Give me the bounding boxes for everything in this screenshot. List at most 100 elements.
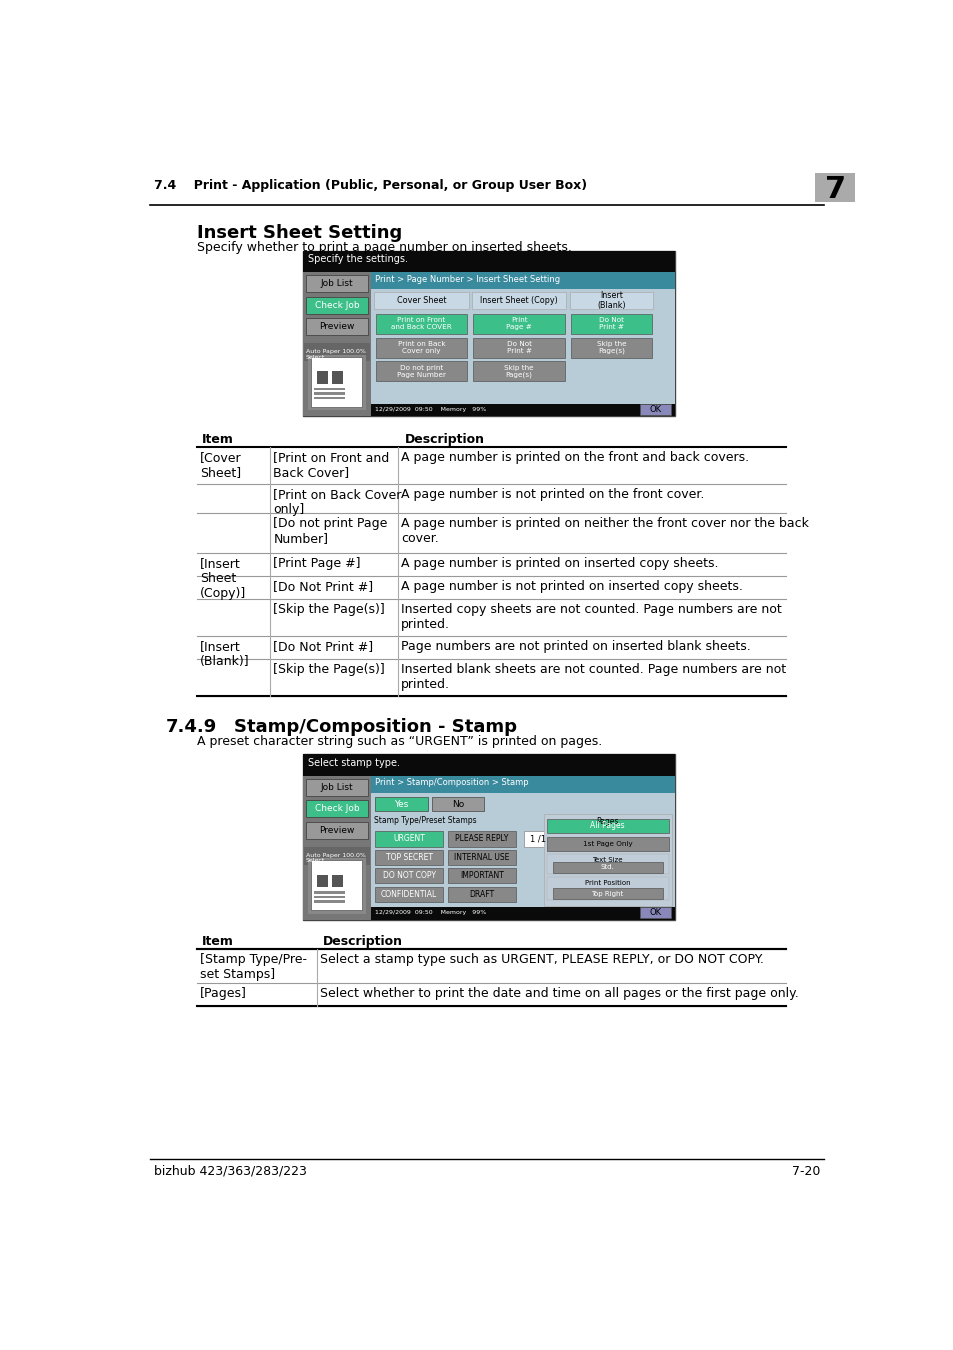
Bar [304,343,370,362]
Bar [543,814,671,906]
Bar [473,313,564,333]
Text: Print
Page #: Print Page # [506,317,532,331]
Bar [375,798,427,811]
Bar [546,837,668,850]
Text: Select whether to print the date and time on all pages or the first page only.: Select whether to print the date and tim… [319,987,798,999]
Text: 7-20: 7-20 [791,1165,820,1177]
Bar [303,755,674,919]
Text: Preview: Preview [319,826,355,834]
Bar [473,338,564,358]
Bar [304,846,370,865]
Text: A page number is not printed on inserted copy sheets.: A page number is not printed on inserted… [401,580,742,593]
Text: Insert
(Blank): Insert (Blank) [597,290,625,310]
Text: [Stamp Type/Pre-
set Stamps]: [Stamp Type/Pre- set Stamps] [199,953,307,981]
Bar [375,832,443,846]
Bar [306,801,368,817]
Text: Select stamp type.: Select stamp type. [307,757,399,768]
Text: URGENT: URGENT [393,834,425,844]
Text: Description: Description [323,936,403,948]
Text: All Pages: All Pages [590,821,624,830]
Text: A page number is printed on inserted copy sheets.: A page number is printed on inserted cop… [401,558,719,570]
Bar [306,822,368,838]
Text: Select a stamp type such as URGENT, PLEASE REPLY, or DO NOT COPY.: Select a stamp type such as URGENT, PLEA… [319,953,763,965]
Bar [307,859,366,914]
Bar [473,362,564,382]
Text: Job List: Job List [320,279,353,288]
Text: Print Position: Print Position [584,880,630,887]
Text: [Insert
Sheet
(Copy)]: [Insert Sheet (Copy)] [199,558,246,599]
Text: Description: Description [404,433,484,446]
Bar [447,887,516,902]
Text: 7: 7 [824,176,845,204]
Text: Print on Back
Cover only: Print on Back Cover only [397,342,445,354]
Bar [639,907,670,918]
Bar [447,849,516,865]
Bar [314,891,344,894]
Bar [431,798,484,811]
Text: Page numbers are not printed on inserted blank sheets.: Page numbers are not printed on inserted… [401,640,750,653]
Bar [371,907,674,919]
Text: Auto Paper 100.0%
Select: Auto Paper 100.0% Select [306,853,366,864]
Bar [306,275,368,292]
Bar [374,292,468,309]
Bar [546,878,668,900]
Bar [314,393,344,394]
Text: bizhub 423/363/283/223: bizhub 423/363/283/223 [154,1165,307,1177]
Text: A page number is printed on neither the front cover nor the back
cover.: A page number is printed on neither the … [401,517,808,545]
Bar [314,387,344,390]
Bar [306,297,368,313]
Bar [375,849,443,865]
Bar [332,875,343,887]
Text: Do Not
Print #: Do Not Print # [598,317,623,331]
Bar [316,371,328,383]
Bar [472,292,566,309]
Bar [306,779,368,795]
Text: Specify whether to print a page number on inserted sheets.: Specify whether to print a page number o… [196,240,571,254]
Text: 7.4    Print - Application (Public, Personal, or Group User Box): 7.4 Print - Application (Public, Persona… [154,180,587,192]
Text: Do Not
Print #: Do Not Print # [506,342,531,354]
Text: OK: OK [649,405,661,413]
Text: [Do Not Print #]: [Do Not Print #] [274,580,374,593]
Text: Job List: Job List [320,783,353,791]
Text: Print on Front
and Back COVER: Print on Front and Back COVER [391,317,452,331]
Text: Specify the settings.: Specify the settings. [307,254,407,265]
Text: Item: Item [201,433,233,446]
Text: Auto Paper 100.0%
Select: Auto Paper 100.0% Select [306,350,366,360]
Text: 12/29/2009  09:50    Memory   99%: 12/29/2009 09:50 Memory 99% [375,910,486,915]
Text: 7.4.9: 7.4.9 [166,718,216,736]
Text: 1 /1: 1 /1 [529,834,545,844]
Text: INTERNAL USE: INTERNAL USE [454,853,509,861]
Text: A preset character string such as “URGENT” is printed on pages.: A preset character string such as “URGEN… [196,734,601,748]
Text: 12/29/2009  09:50    Memory   99%: 12/29/2009 09:50 Memory 99% [375,406,486,412]
Text: Insert Sheet Setting: Insert Sheet Setting [196,224,401,242]
Bar [311,860,361,910]
Bar [546,819,668,833]
Text: CONFIDENTIAL: CONFIDENTIAL [380,890,436,899]
Bar [303,251,674,273]
Text: Cover Sheet: Cover Sheet [396,296,446,305]
Text: 1st Page Only: 1st Page Only [582,841,632,848]
Text: A page number is printed on the front and back covers.: A page number is printed on the front an… [401,451,749,464]
Text: [Print on Back Cover
only]: [Print on Back Cover only] [274,487,401,516]
Text: Stamp/Composition - Stamp: Stamp/Composition - Stamp [233,718,517,736]
Bar [523,832,551,846]
Text: Inserted blank sheets are not counted. Page numbers are not
printed.: Inserted blank sheets are not counted. P… [401,663,785,691]
Text: Pages: Pages [596,817,618,826]
Text: TOP SECRET: TOP SECRET [385,853,432,861]
Bar [371,273,674,289]
Bar [306,319,368,335]
Text: Top Right: Top Right [591,891,623,896]
Text: Yes: Yes [394,799,408,809]
Text: Stamp Type/Preset Stamps: Stamp Type/Preset Stamps [374,815,476,825]
Text: A page number is not printed on the front cover.: A page number is not printed on the fron… [401,487,704,501]
Text: Skip the
Page(s): Skip the Page(s) [596,340,625,354]
Text: IMPORTANT: IMPORTANT [459,871,503,880]
Bar [375,338,467,358]
Text: [Skip the Page(s)]: [Skip the Page(s)] [274,603,385,616]
Text: DRAFT: DRAFT [469,890,494,899]
Text: Preview: Preview [319,323,355,331]
Bar [303,755,674,776]
Bar [375,868,443,883]
Bar [303,273,371,416]
Bar [571,313,651,333]
